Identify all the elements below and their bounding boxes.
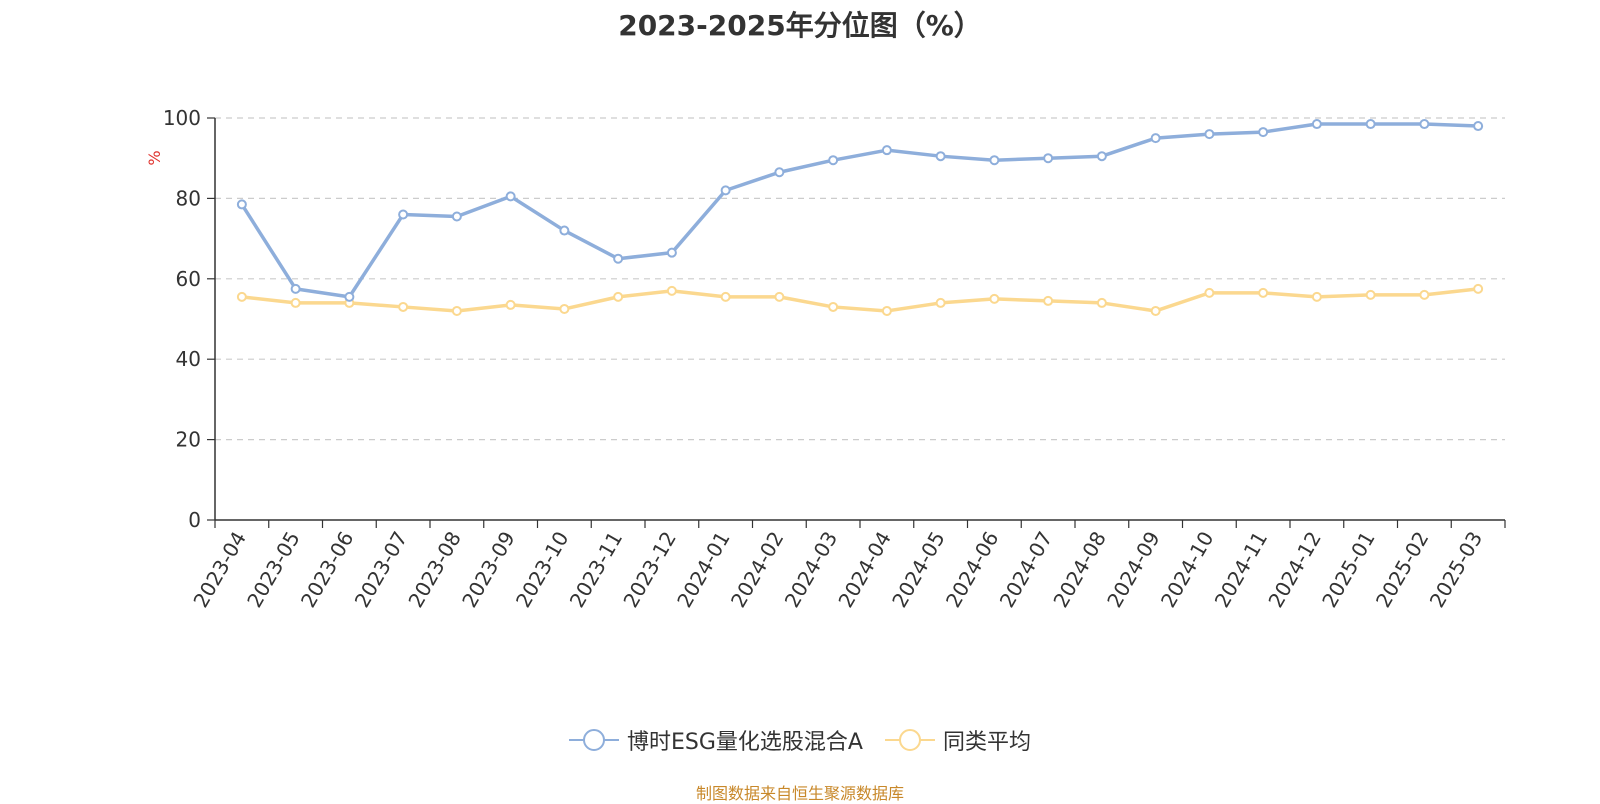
data-point-1 xyxy=(1473,283,1484,294)
data-point-0 xyxy=(1258,127,1269,138)
data-point-0 xyxy=(451,211,462,222)
data-point-1 xyxy=(935,297,946,308)
data-point-0 xyxy=(774,167,785,178)
data-point-0 xyxy=(236,199,247,210)
data-point-1 xyxy=(505,299,516,310)
data-point-1 xyxy=(559,303,570,314)
data-point-1 xyxy=(290,297,301,308)
legend-item-average[interactable]: 同类平均 xyxy=(884,724,1031,756)
y-tick-label: 80 xyxy=(176,186,201,210)
data-point-0 xyxy=(1311,119,1322,130)
data-point-1 xyxy=(666,285,677,296)
y-tick-label: 40 xyxy=(176,347,201,371)
data-point-0 xyxy=(989,155,1000,166)
data-point-1 xyxy=(1258,287,1269,298)
x-tick-label: 2025-03 xyxy=(1425,527,1488,611)
data-point-0 xyxy=(1150,133,1161,144)
data-point-1 xyxy=(989,293,1000,304)
legend[interactable]: 博时ESG量化选股混合A 同类平均 xyxy=(0,720,1600,760)
data-point-0 xyxy=(881,145,892,156)
legend-label-average: 同类平均 xyxy=(942,730,1031,755)
data-point-1 xyxy=(1419,289,1430,300)
series-line-0 xyxy=(240,122,1480,299)
data-point-1 xyxy=(1204,287,1215,298)
data-point-0 xyxy=(1096,151,1107,162)
data-point-1 xyxy=(613,291,624,302)
data-point-1 xyxy=(1150,305,1161,316)
legend-item-fund[interactable]: 博时ESG量化选股混合A xyxy=(569,724,863,756)
y-tick-label: 20 xyxy=(176,428,201,452)
data-point-1 xyxy=(236,291,247,302)
data-point-0 xyxy=(720,185,731,196)
data-point-0 xyxy=(828,155,839,166)
data-point-0 xyxy=(1419,119,1430,130)
data-point-0 xyxy=(290,283,301,294)
data-point-0 xyxy=(559,225,570,236)
series-layer xyxy=(236,119,1484,316)
data-point-1 xyxy=(1311,291,1322,302)
data-point-1 xyxy=(451,305,462,316)
data-point-0 xyxy=(1204,129,1215,140)
data-point-0 xyxy=(1473,121,1484,132)
data-point-1 xyxy=(1043,295,1054,306)
data-point-0 xyxy=(613,253,624,264)
legend-swatch-average xyxy=(884,729,935,751)
data-point-1 xyxy=(398,301,409,312)
y-tick-label: 60 xyxy=(176,267,201,291)
series-line-1 xyxy=(240,287,1480,313)
data-point-1 xyxy=(1096,297,1107,308)
data-point-1 xyxy=(774,291,785,302)
chart-title: 2023-2025年分位图（%） xyxy=(618,9,982,42)
source-note: 制图数据来自恒生聚源数据库 xyxy=(695,784,904,803)
grid-layer xyxy=(215,117,1505,441)
data-point-1 xyxy=(720,291,731,302)
data-point-0 xyxy=(344,291,355,302)
y-axis-label: % xyxy=(145,150,164,165)
data-point-0 xyxy=(935,151,946,162)
data-point-0 xyxy=(505,191,516,202)
data-point-0 xyxy=(398,209,409,220)
data-point-1 xyxy=(1365,289,1376,300)
data-point-0 xyxy=(666,247,677,258)
data-point-0 xyxy=(1365,119,1376,130)
legend-label-fund: 博时ESG量化选股混合A xyxy=(627,730,863,755)
y-tick-label: 100 xyxy=(163,106,201,130)
legend-swatch-fund xyxy=(569,729,619,751)
y-tick-label: 0 xyxy=(188,508,201,532)
data-point-0 xyxy=(1043,153,1054,164)
data-point-1 xyxy=(828,301,839,312)
data-point-1 xyxy=(881,305,892,316)
